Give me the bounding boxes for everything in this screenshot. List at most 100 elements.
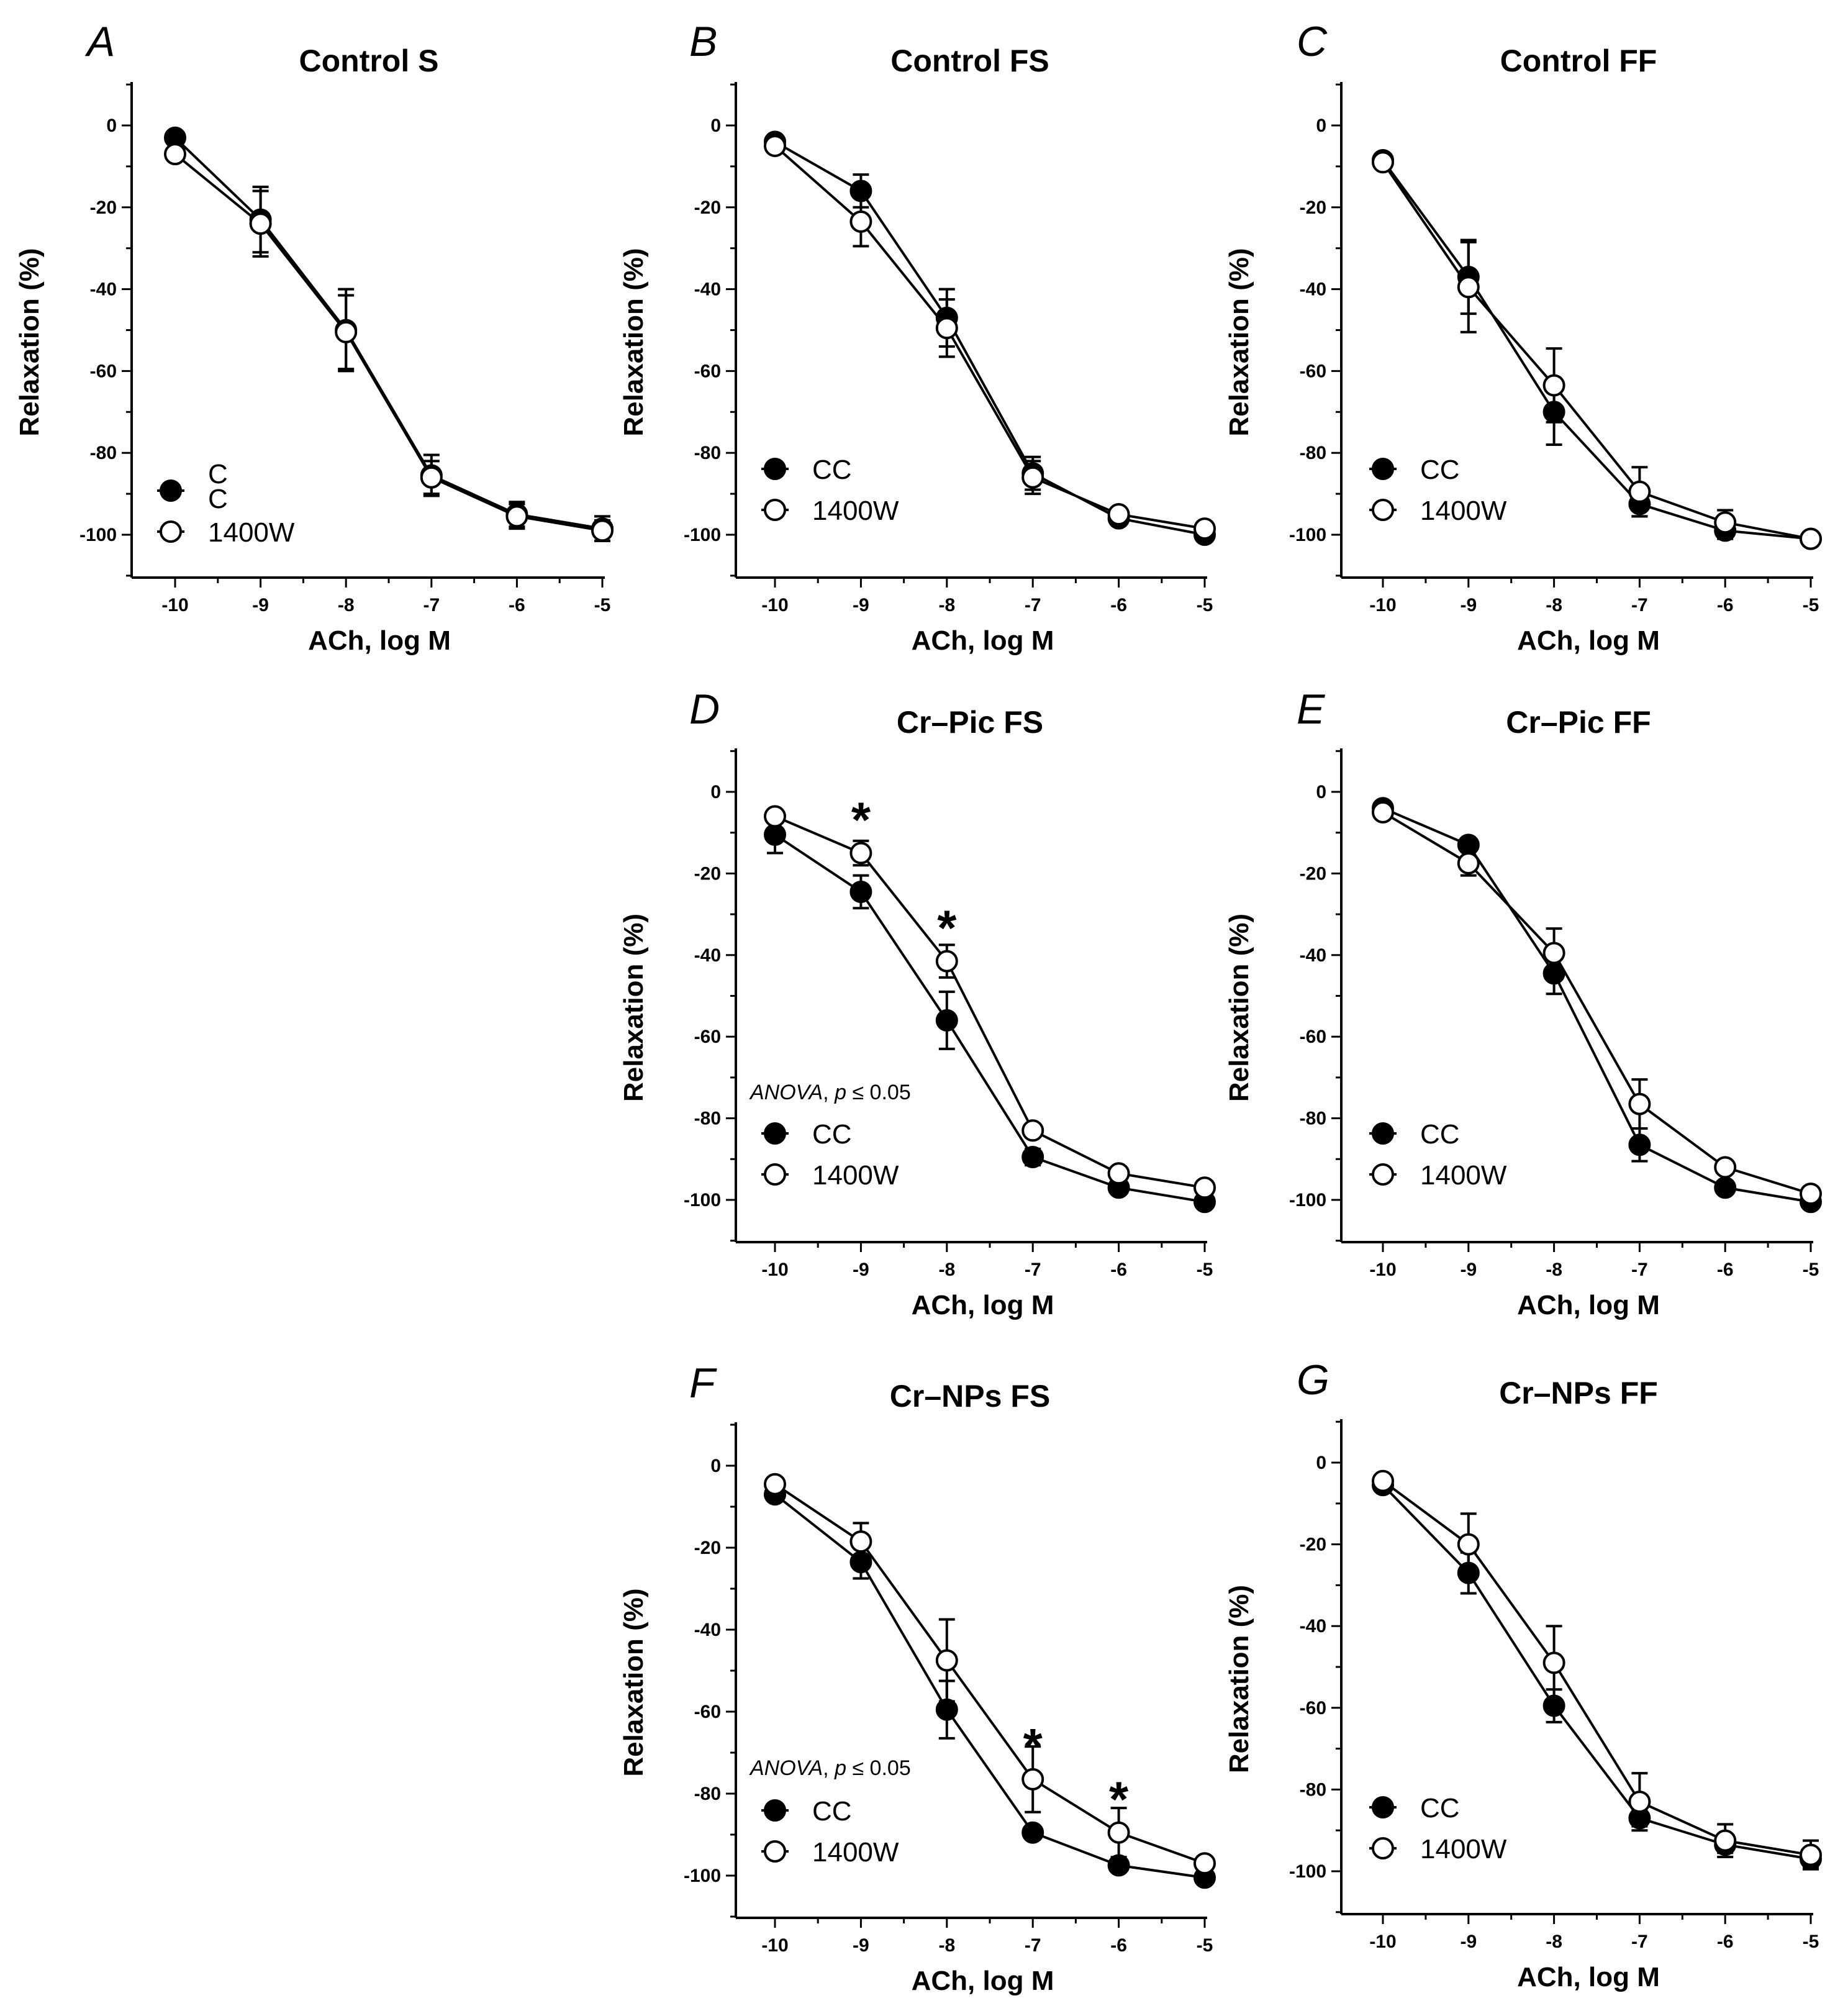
y-tick-label: -80: [1300, 1779, 1326, 1800]
x-tick-label: -6: [509, 595, 525, 615]
data-point: [1800, 1183, 1822, 1205]
panel-a: A Control S 0 -20 -40 -60 -80 -100 -10 -9 -8 -7 -6 -5…: [14, 18, 614, 656]
y-tick-label: 0: [710, 782, 721, 802]
legend: CC 1400W: [1369, 455, 1507, 526]
panel-d: D Cr–Pic FS 0 -20 -40 -60 -80 -100 -10 -9 -8 -7 -6 -5…: [618, 686, 1216, 1320]
data-point: [1021, 1119, 1044, 1142]
legend-label: C: [208, 459, 228, 489]
series-open: [164, 143, 614, 542]
legend-label: 1400W: [208, 517, 295, 548]
legend-marker-filled: [1372, 1122, 1394, 1145]
data-point: [1457, 851, 1480, 874]
x-tick-label: -9: [853, 1935, 869, 1956]
legend-marker-open: [1372, 499, 1394, 521]
legend: CC 1400W: [761, 1119, 899, 1191]
series-line: [774, 1483, 1205, 1865]
legend-label: 1400W: [812, 1160, 899, 1191]
y-tick-label: -100: [684, 525, 721, 545]
y-tick-label: -80: [694, 1109, 721, 1129]
anova-note: ANOVA, p ≤ 0.05: [749, 1756, 911, 1780]
x-tick-label: -6: [1717, 1260, 1734, 1280]
y-tick-label: -60: [694, 1702, 721, 1722]
panel-letter: A: [84, 18, 115, 65]
series-filled: [164, 126, 614, 542]
legend-label: C: [208, 484, 228, 514]
legend-label: 1400W: [1420, 1160, 1507, 1191]
y-tick-label: 0: [106, 116, 117, 136]
y-tick-label: 0: [1316, 116, 1326, 136]
data-point: [764, 805, 786, 828]
legend-marker-filled: [1372, 1796, 1394, 1818]
series-line: [1382, 159, 1811, 540]
legend-label: CC: [1420, 455, 1460, 485]
data-point: [1194, 517, 1216, 540]
legend-marker-filled: [764, 1122, 786, 1145]
legend-marker-open: [764, 1840, 786, 1863]
panel-title: Cr–NPs FF: [1499, 1376, 1658, 1410]
x-tick-label: -8: [1546, 595, 1562, 615]
legend-label: 1400W: [1420, 496, 1507, 526]
x-tick-label: -6: [1110, 1260, 1127, 1280]
x-tick-label: -7: [1025, 1260, 1041, 1280]
y-tick-label: -20: [1300, 1535, 1326, 1555]
x-tick-label: -7: [1025, 595, 1041, 615]
data-point: [1372, 1469, 1394, 1492]
y-tick-label: -40: [1300, 1616, 1326, 1636]
x-tick-label: -5: [1197, 595, 1213, 615]
series-line: [1382, 1480, 1811, 1856]
panel-e: E Cr–Pic FF 0 -20 -40 -60 -80 -100 -10 -9 -8 -7 -6 -5…: [1224, 686, 1822, 1320]
y-tick-label: -20: [1300, 863, 1326, 884]
y-tick-label: -100: [79, 525, 117, 545]
data-point: [420, 466, 443, 489]
panel-title: Control FF: [1500, 43, 1657, 78]
data-point: [935, 317, 958, 340]
y-tick-label: -60: [90, 361, 117, 381]
data-point: [591, 519, 614, 542]
legend-marker-filled: [160, 479, 182, 502]
legend-marker-open: [764, 499, 786, 521]
x-axis-label: ACh, log M: [1517, 625, 1660, 656]
x-tick-label: -7: [423, 595, 440, 615]
y-tick-label: -20: [694, 197, 721, 218]
panel-title: Control S: [299, 43, 439, 78]
legend-label: CC: [1420, 1793, 1460, 1823]
panel-b: B Control FS 0 -20 -40 -60 -80 -100 -10 -9 -8 -7 -6 -…: [618, 18, 1216, 656]
data-point: [935, 1649, 958, 1672]
x-tick-label: -8: [938, 1260, 955, 1280]
data-point: [1021, 466, 1044, 489]
legend: CC 1400W: [761, 1796, 899, 1868]
panel-letter: E: [1297, 686, 1325, 733]
y-tick-label: -20: [694, 863, 721, 884]
series-open: [764, 805, 1216, 1199]
panel-letter: B: [689, 18, 717, 65]
legend: CC 1400W: [1369, 1119, 1507, 1191]
data-point: [1372, 801, 1394, 824]
data-point: [1021, 1821, 1044, 1844]
y-axis-label: Relaxation (%): [1224, 914, 1254, 1102]
x-tick-label: -10: [761, 1935, 788, 1956]
data-point: [849, 880, 872, 903]
data-point: [1714, 511, 1737, 534]
data-point: [764, 134, 786, 157]
panel-letter: D: [689, 686, 720, 733]
legend-marker-open: [160, 520, 182, 543]
y-tick-label: -80: [1300, 1109, 1326, 1129]
panel-title: Cr–NPs FS: [890, 1379, 1050, 1414]
panel-f: F Cr–NPs FS 0 -20 -40 -60 -80 -100 -10 -9 -8 -7 -6 -5…: [618, 1360, 1216, 1996]
y-tick-label: -100: [684, 1190, 721, 1210]
data-point: [764, 823, 786, 846]
data-point: [1800, 527, 1822, 550]
legend: CC 1400W: [761, 455, 899, 526]
y-axis-label: Relaxation (%): [14, 248, 45, 436]
x-axis-label: ACh, log M: [1517, 1290, 1660, 1320]
y-tick-label: -40: [694, 279, 721, 300]
data-point: [1107, 1821, 1130, 1844]
x-tick-label: -10: [1369, 595, 1396, 615]
series-line: [174, 153, 603, 532]
y-axis-label: Relaxation (%): [618, 1588, 649, 1776]
x-tick-label: -10: [1369, 1932, 1396, 1952]
data-point: [1194, 1176, 1216, 1199]
legend-marker-filled: [764, 458, 786, 480]
data-point: [1457, 276, 1480, 299]
series-filled: [764, 1483, 1216, 1889]
